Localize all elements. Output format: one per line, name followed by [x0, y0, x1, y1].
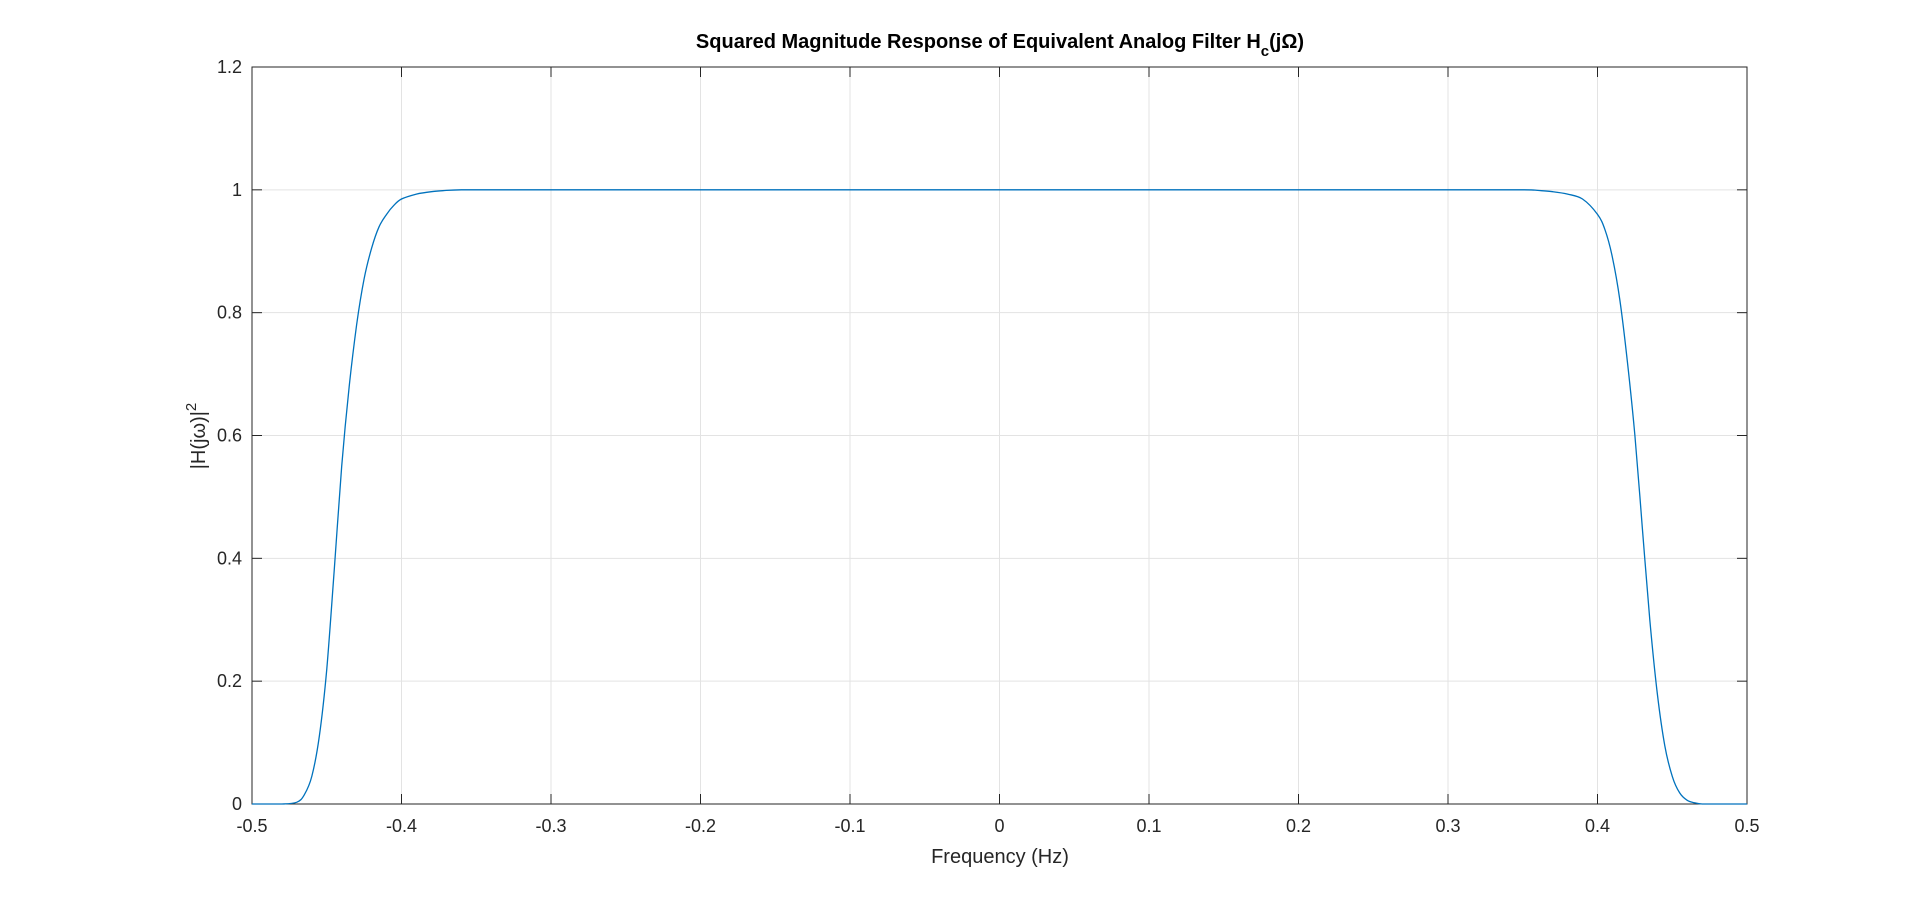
x-tick-label: -0.1 — [834, 816, 865, 836]
x-tick-label: 0.3 — [1435, 816, 1460, 836]
y-tick-label: 0 — [232, 794, 242, 814]
y-tick-label: 0.8 — [217, 303, 242, 323]
x-tick-label: 0 — [994, 816, 1004, 836]
x-tick-label: 0.1 — [1136, 816, 1161, 836]
y-tick-label: 0.4 — [217, 548, 242, 568]
chart-title: Squared Magnitude Response of Equivalent… — [696, 31, 1304, 60]
axis-ticks — [251, 66, 1748, 805]
y-axis-label: |H(jω)|2 — [183, 403, 210, 470]
y-axis-label-main: |H(jω)| — [188, 411, 210, 469]
series-lines — [252, 189, 1747, 805]
grid — [251, 66, 1748, 805]
x-tick-label: 0.5 — [1734, 816, 1759, 836]
x-tick-label: -0.2 — [685, 816, 716, 836]
x-axis-label: Frequency (Hz) — [931, 846, 1069, 868]
y-tick-label: 1.2 — [217, 57, 242, 77]
y-axis-label-superscript: 2 — [183, 403, 200, 411]
chart-title-suffix: (jΩ) — [1269, 31, 1304, 53]
y-tick-label: 0.2 — [217, 671, 242, 691]
y-tick-label: 1 — [232, 180, 242, 200]
y-axis-tick-labels: 0 0.2 0.4 0.6 0.8 1 1.2 — [217, 57, 242, 814]
chart-title-subscript: c — [1261, 43, 1269, 60]
x-tick-label: 0.2 — [1286, 816, 1311, 836]
chart-title-main: Squared Magnitude Response of Equivalent… — [696, 31, 1261, 53]
x-tick-label: -0.3 — [535, 816, 566, 836]
series-line — [252, 189, 1747, 805]
y-tick-label: 0.6 — [217, 426, 242, 446]
x-tick-label: 0.4 — [1585, 816, 1610, 836]
x-tick-label: -0.4 — [386, 816, 417, 836]
x-tick-label: -0.5 — [236, 816, 267, 836]
x-axis-tick-labels: -0.5 -0.4 -0.3 -0.2 -0.1 0 0.1 0.2 0.3 0.4 0.5 — [236, 816, 1759, 836]
